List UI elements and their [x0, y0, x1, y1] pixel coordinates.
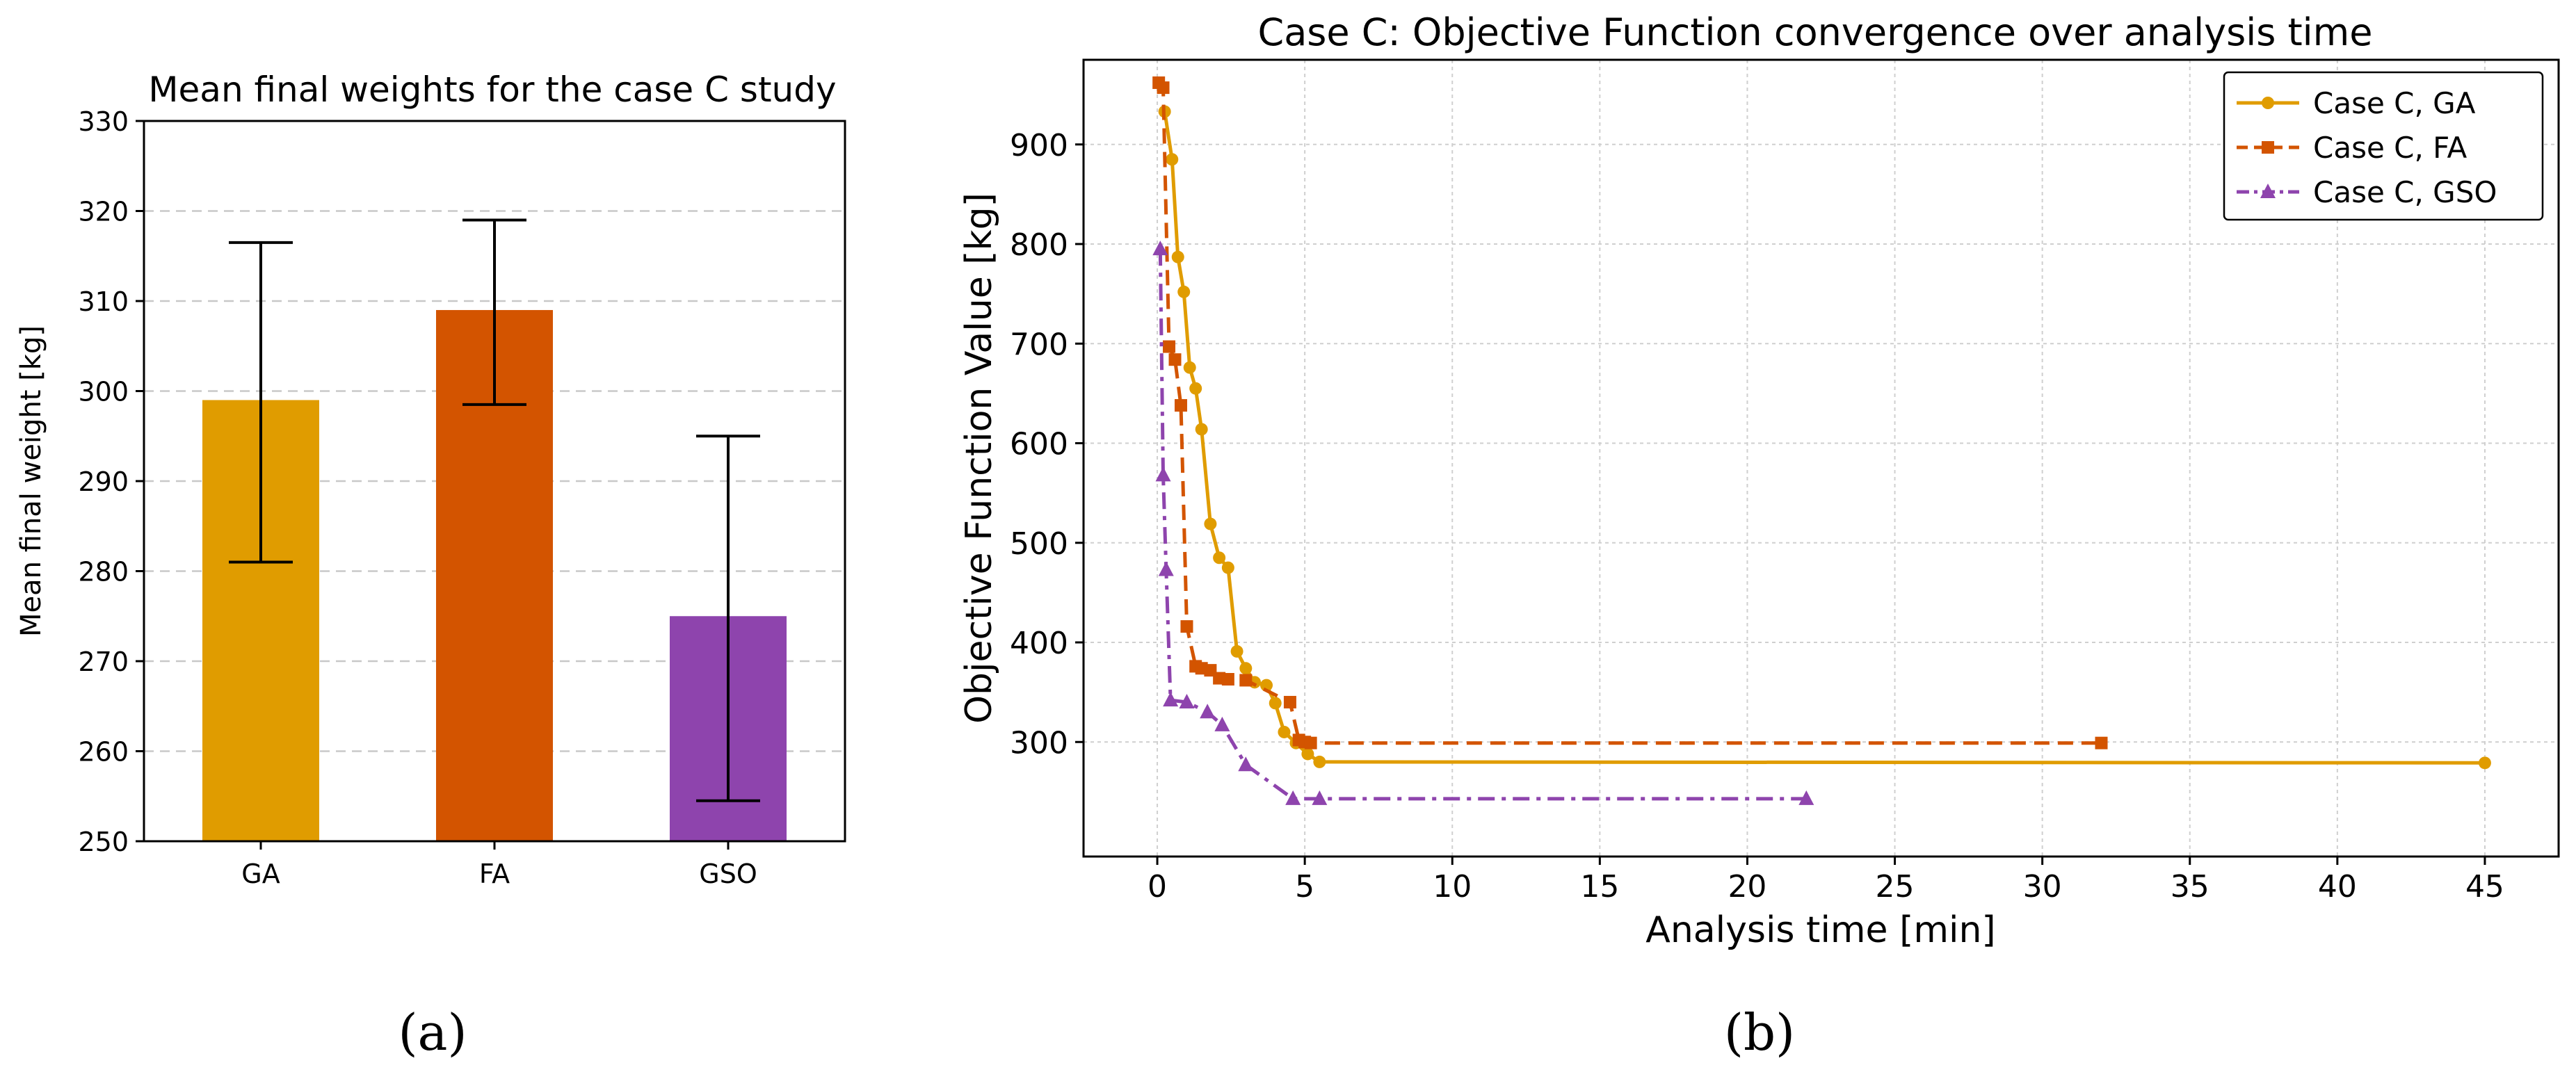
- panel-label-b: (b): [1724, 1003, 1795, 1062]
- data-point: [1179, 693, 1195, 708]
- data-point: [1313, 755, 1326, 768]
- line-chart-y-tick-label: 300: [1010, 725, 1068, 761]
- data-point: [1157, 81, 1170, 95]
- legend-label: Case C, GA: [2313, 86, 2476, 120]
- data-point: [1166, 153, 1179, 166]
- data-point: [1238, 756, 1254, 772]
- bar-chart-y-tick-label: 310: [78, 286, 129, 317]
- data-point: [1204, 517, 1217, 530]
- series-line: [1157, 81, 2102, 745]
- data-point: [1174, 399, 1187, 412]
- bar-chart-y-ticks: 250 260 270 280 290 300 310 320 330: [78, 106, 144, 857]
- data-point: [1304, 736, 1317, 749]
- data-point: [1221, 561, 1234, 574]
- data-point: [1195, 423, 1208, 436]
- data-point: [1183, 361, 1196, 374]
- data-point: [1230, 644, 1243, 658]
- data-point: [1168, 353, 1182, 366]
- line-chart-x-tick-label: 40: [2318, 869, 2357, 904]
- line-chart-y-axis-label: Objective Function Value [kg]: [958, 193, 1000, 724]
- series-3: [1152, 241, 1814, 805]
- line-chart-grid: [1084, 60, 2559, 857]
- data-point: [1155, 467, 1171, 482]
- legend-label: Case C, FA: [2313, 131, 2467, 165]
- bar-chart-y-tick-label: 260: [78, 737, 129, 768]
- line-chart-legend: Case C, GA Case C, FA Case C, GSO: [2223, 71, 2544, 221]
- data-point: [1312, 790, 1328, 805]
- bar-chart-y-tick-label: 320: [78, 197, 129, 227]
- line-chart-x-ticks: 0 5 10 15 20 25 30 35 40 45: [1148, 857, 2504, 904]
- line-chart-x-tick-label: 30: [2023, 869, 2062, 904]
- line-chart-frame: [1082, 58, 2560, 858]
- bar-chart-x-tick-label: GSO: [699, 859, 757, 889]
- data-point: [1200, 704, 1216, 719]
- bar-chart-y-tick-label: 330: [78, 106, 129, 137]
- bar-chart-x-tick-label: FA: [479, 859, 510, 889]
- line-chart-series: [1152, 76, 2491, 805]
- data-point: [1163, 340, 1176, 353]
- data-point: [1301, 747, 1314, 761]
- legend-label: Case C, GSO: [2313, 175, 2497, 209]
- line-chart-title: Case C: Objective Function convergence o…: [1257, 10, 2372, 54]
- data-point: [1260, 679, 1273, 692]
- series-line: [1158, 249, 1807, 801]
- legend-marker: [2262, 141, 2274, 154]
- line-chart-y-tick-label: 600: [1010, 427, 1068, 462]
- bar-chart-y-tick-label: 270: [78, 647, 129, 677]
- bar-chart-y-tick-label: 280: [78, 557, 129, 587]
- data-point: [1283, 695, 1296, 708]
- data-point: [1177, 285, 1191, 298]
- bar-chart-x-tick-label: GA: [241, 859, 280, 889]
- line-chart-x-tick-label: 45: [2465, 869, 2504, 904]
- bar-chart-y-tick-label: 290: [78, 467, 129, 497]
- line-chart-y-ticks: 300 400 500 600 700 800 900: [1010, 128, 1084, 761]
- line-chart-y-tick-label: 800: [1010, 227, 1068, 263]
- legend-marker: [2262, 97, 2274, 109]
- data-point: [2478, 756, 2491, 770]
- data-point: [1189, 382, 1202, 395]
- data-point: [1221, 673, 1234, 686]
- bar-chart-bars: [202, 309, 787, 841]
- data-point: [1278, 725, 1291, 738]
- data-point: [1213, 551, 1226, 565]
- data-point: [1163, 692, 1179, 707]
- data-point: [1214, 716, 1230, 731]
- bar-chart-error-bars: [229, 218, 760, 802]
- panel-label-a: (a): [398, 1003, 467, 1062]
- bar-chart-panel: Mean final weights for the case C study …: [15, 70, 846, 1062]
- data-point: [1798, 790, 1814, 805]
- line-chart-x-axis-label: Analysis time [min]: [1645, 909, 1995, 951]
- series-2: [1152, 76, 2108, 749]
- line-chart-x-tick-label: 25: [1876, 869, 1915, 904]
- data-point: [1171, 250, 1184, 263]
- line-chart-x-tick-label: 5: [1295, 869, 1314, 904]
- data-point: [1158, 561, 1174, 576]
- bar-chart-y-axis-label: Mean final weight [kg]: [15, 325, 47, 637]
- data-point: [1269, 697, 1282, 710]
- bar-chart-title: Mean final weights for the case C study: [148, 70, 836, 110]
- data-point: [1239, 662, 1253, 675]
- bar-chart-x-ticks: GA FA GSO: [241, 841, 757, 889]
- legend-marker: [2260, 184, 2276, 198]
- line-chart-y-tick-label: 500: [1010, 526, 1068, 562]
- line-chart-x-tick-label: 20: [1728, 869, 1766, 904]
- data-point: [1285, 790, 1301, 805]
- line-chart-panel: Case C: Objective Function convergence o…: [958, 10, 2560, 1062]
- data-point: [1239, 674, 1253, 687]
- line-chart-x-tick-label: 15: [1580, 869, 1619, 904]
- line-chart-y-tick-label: 900: [1010, 128, 1068, 163]
- data-point: [1152, 241, 1168, 256]
- data-point: [1180, 620, 1193, 633]
- line-chart-y-tick-label: 700: [1010, 327, 1068, 362]
- bar-chart-y-tick-label: 300: [78, 377, 129, 407]
- line-chart-x-tick-label: 35: [2171, 869, 2209, 904]
- bar-chart-y-tick-label: 250: [78, 827, 129, 857]
- line-chart-x-tick-label: 10: [1433, 869, 1472, 904]
- line-chart-y-tick-label: 400: [1010, 626, 1068, 661]
- data-point: [2095, 736, 2108, 749]
- legend-box: [2223, 71, 2544, 221]
- line-chart-x-tick-label: 0: [1148, 869, 1167, 904]
